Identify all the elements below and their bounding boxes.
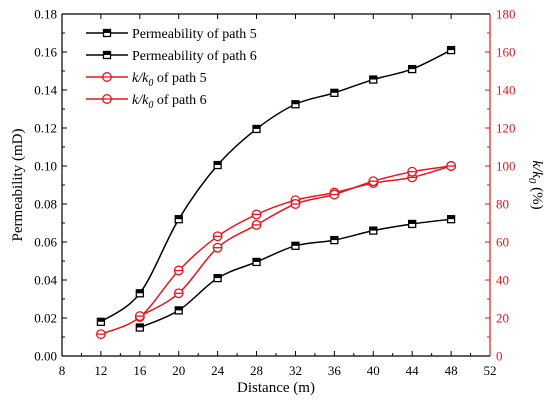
x-tick-label: 16 — [133, 363, 147, 378]
y-right-tick-label: 180 — [496, 7, 516, 22]
right-axis-title: k/k0 (%) — [526, 160, 545, 209]
y-left-tick-label: 0.04 — [34, 273, 57, 288]
x-tick-label: 8 — [59, 363, 66, 378]
y-right-tick-label: 0 — [496, 349, 503, 364]
right-axis-title-unit: (%) — [529, 183, 545, 209]
x-tick-label: 48 — [445, 363, 458, 378]
legend: Permeability of path 5 Permeability of pa… — [86, 27, 257, 111]
y-right-tick-label: 20 — [496, 311, 509, 326]
y-left-tick-label: 0.08 — [34, 197, 57, 212]
x-tick-label: 24 — [211, 363, 225, 378]
legend-label-sub: 0 — [148, 78, 153, 89]
legend-label-base: k/k — [132, 71, 149, 86]
legend-label-2: Permeability of path 6 — [132, 49, 257, 64]
x-axis-title: Distance (m) — [237, 380, 315, 396]
legend-label-rest: of path 5 — [153, 71, 206, 86]
legend-label-1: Permeability of path 5 — [132, 27, 257, 42]
x-tick-label: 20 — [172, 363, 185, 378]
y-left-tick-label: 0.16 — [34, 45, 57, 60]
series-line-1 — [100, 49, 452, 323]
x-tick-label: 44 — [406, 363, 420, 378]
x-tick-label: 28 — [250, 363, 263, 378]
y-left-tick-label: 0.10 — [34, 159, 57, 174]
x-tick-label: 32 — [289, 363, 302, 378]
right-axis-title-base: k/k — [529, 160, 545, 178]
y-left-tick-label: 0.00 — [34, 349, 57, 364]
y-left-tick-label: 0.18 — [34, 7, 57, 22]
legend-label-rest: of path 6 — [153, 93, 206, 108]
legend-label-base: k/k — [132, 93, 149, 108]
legend-label-4: k/k0 of path 6 — [132, 93, 207, 111]
left-axis-title: Permeability (mD) — [10, 129, 26, 242]
ticks-layer: 8 12 16 20 24 28 32 36 40 44 48 52 0.00 0.02 0.04 0.06 0… — [34, 7, 515, 379]
y-right-tick-label: 160 — [496, 45, 516, 60]
series-line-2 — [139, 218, 452, 329]
y-left-tick-label: 0.14 — [34, 83, 57, 98]
series-line-4 — [139, 165, 452, 317]
y-left-tick-label: 0.02 — [34, 311, 57, 326]
y-left-tick-label: 0.12 — [34, 121, 57, 136]
series-line-3 — [100, 165, 452, 335]
series-layer — [95, 45, 457, 340]
y-right-tick-label: 120 — [496, 121, 516, 136]
legend-label-sub: 0 — [148, 100, 153, 111]
x-tick-label: 12 — [94, 363, 107, 378]
y-right-tick-label: 60 — [496, 235, 509, 250]
x-tick-label: 36 — [328, 363, 342, 378]
legend-label-3: k/k0 of path 5 — [132, 71, 207, 89]
y-right-tick-label: 80 — [496, 197, 509, 212]
y-left-tick-label: 0.06 — [34, 235, 57, 250]
y-right-tick-label: 100 — [496, 159, 516, 174]
right-axis-title-sub: 0 — [526, 178, 538, 184]
y-right-tick-label: 40 — [496, 273, 509, 288]
x-tick-label: 52 — [484, 363, 497, 378]
x-tick-label: 40 — [367, 363, 380, 378]
y-right-tick-label: 140 — [496, 83, 516, 98]
